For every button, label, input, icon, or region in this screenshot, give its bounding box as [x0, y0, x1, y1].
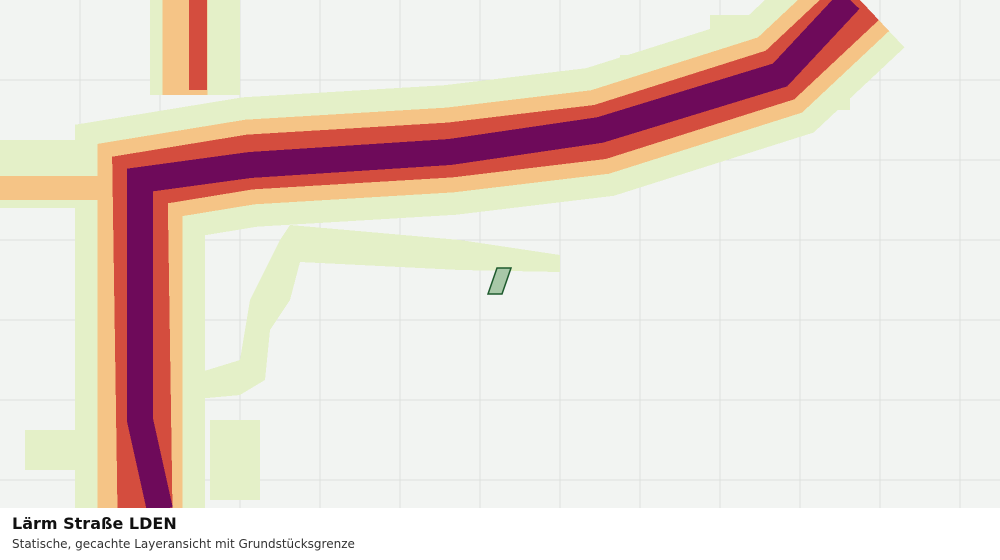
parcel-boundary[interactable]	[486, 267, 513, 295]
caption-panel: Lärm Straße LDEN Statische, gecachte Lay…	[0, 508, 1000, 560]
noise-band-70	[127, 0, 860, 513]
layer-subtitle: Statische, gecachte Layeransicht mit Gru…	[12, 537, 355, 551]
layer-title: Lärm Straße LDEN	[12, 514, 177, 533]
noise-bands	[0, 0, 905, 520]
